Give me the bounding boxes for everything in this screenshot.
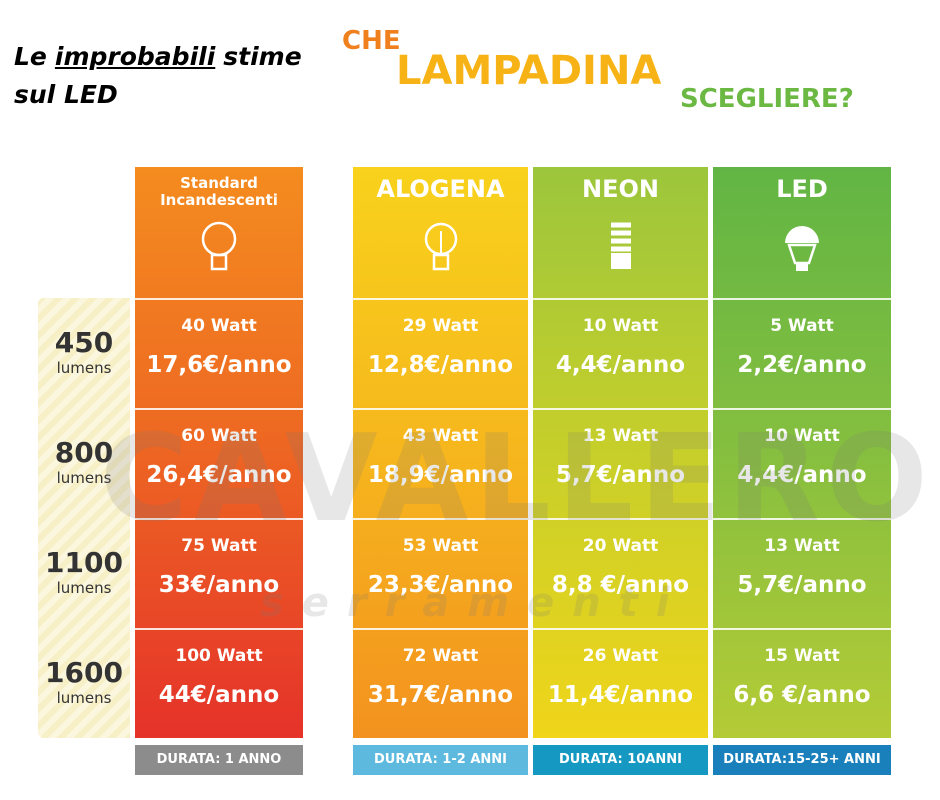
lumens-value: 450 <box>54 326 114 359</box>
annual-cost: 33€/anno <box>158 572 280 598</box>
row-label: 1600 lumens <box>38 628 130 738</box>
cell: 29 Watt 12,8€/anno <box>353 298 528 409</box>
watt: 29 Watt <box>402 316 479 336</box>
watt: 26 Watt <box>582 646 659 666</box>
row-label: 450 lumens <box>38 298 130 408</box>
watermark: serramenti <box>260 580 688 626</box>
annual-cost: 17,6€/anno <box>146 352 292 378</box>
cell: 60 Watt 26,4€/anno <box>135 408 303 519</box>
cell: 53 Watt 23,3€/anno <box>353 518 528 629</box>
annual-cost: 12,8€/anno <box>367 352 514 378</box>
annual-cost: 44€/anno <box>158 682 280 708</box>
column-header: Standard Incandescenti <box>135 167 303 297</box>
watermark: CAVALLERO <box>100 410 934 549</box>
bulb-icon <box>424 222 457 271</box>
column: Standard Incandescenti 40 Watt 17,6€/anno 6… <box>135 167 303 738</box>
column-header: LED <box>713 167 891 297</box>
column-name: ALOGENA <box>376 175 505 203</box>
cell: 40 Watt 17,6€/anno <box>135 298 303 409</box>
watt: 10 Watt <box>764 426 840 446</box>
duration: DURATA: 1 ANNO <box>135 745 303 775</box>
annual-cost: 23,3€/anno <box>367 572 514 598</box>
duration: DURATA: 10ANNI <box>533 745 708 775</box>
title-part: SCEGLIERE? <box>680 84 854 114</box>
watt: 72 Watt <box>402 646 479 666</box>
cell: 100 Watt 44€/anno <box>135 628 303 739</box>
annual-cost: 26,4€/anno <box>146 462 292 488</box>
watt: 13 Watt <box>582 426 659 446</box>
bulb-icon <box>201 221 237 271</box>
watt: 75 Watt <box>181 536 257 556</box>
row-label: 800 lumens <box>38 408 130 518</box>
watt: 60 Watt <box>181 426 257 446</box>
watt: 53 Watt <box>402 536 479 556</box>
duration: DURATA: 1-2 ANNI <box>353 745 528 775</box>
lumens-value: 1600 <box>45 656 123 689</box>
cell: 15 Watt 6,6 €/anno <box>713 628 891 739</box>
watt: 10 Watt <box>582 316 659 336</box>
cell: 20 Watt 8,8 €/anno <box>533 518 708 629</box>
annual-cost: 4,4€/anno <box>555 352 686 378</box>
note: Le improbabili stime sul LED <box>14 38 302 114</box>
column-name: LED <box>776 175 828 203</box>
column-header: NEON <box>533 167 708 297</box>
watt: 100 Watt <box>175 646 263 666</box>
cell: 72 Watt 31,7€/anno <box>353 628 528 739</box>
annual-cost: 5,7€/anno <box>737 572 867 598</box>
annual-cost: 2,2€/anno <box>737 352 867 378</box>
cell: 13 Watt 5,7€/anno <box>533 408 708 519</box>
column-name: NEON <box>582 175 659 203</box>
cell: 13 Watt 5,7€/anno <box>713 518 891 629</box>
lumens-unit: lumens <box>56 579 112 597</box>
row-label-strip <box>38 298 130 738</box>
cell: 5 Watt 2,2€/anno <box>713 298 891 409</box>
watt: 40 Watt <box>181 316 257 336</box>
cell: 10 Watt 4,4€/anno <box>533 298 708 409</box>
annual-cost: 11,4€/anno <box>547 682 694 708</box>
watt: 13 Watt <box>764 536 840 556</box>
cell: 75 Watt 33€/anno <box>135 518 303 629</box>
column-name: Standard Incandescenti <box>160 174 278 209</box>
lumens-unit: lumens <box>56 689 112 707</box>
annual-cost: 18,9€/anno <box>367 462 514 488</box>
note-text: Le <box>14 42 47 71</box>
annual-cost: 5,7€/anno <box>555 462 686 488</box>
title-part: CHE <box>342 26 401 56</box>
row-label: 1100 lumens <box>38 518 130 628</box>
note-text: stime sul LED <box>14 42 302 109</box>
column: LED 5 Watt 2,2€/anno 10 Watt 4,4€/anno 13 Wat… <box>713 167 891 738</box>
cell: 26 Watt 11,4€/anno <box>533 628 708 739</box>
column: ALOGENA 29 Watt 12,8€/anno 43 Watt 18,9€/ann… <box>353 167 528 738</box>
annual-cost: 8,8 €/anno <box>551 572 690 598</box>
column-header: ALOGENA <box>353 167 528 297</box>
lumens-unit: lumens <box>56 469 112 487</box>
watt: 5 Watt <box>770 316 834 336</box>
lumens-value: 800 <box>54 436 114 469</box>
annual-cost: 31,7€/anno <box>367 682 514 708</box>
lumens-value: 1100 <box>45 546 123 579</box>
watt: 43 Watt <box>402 426 479 446</box>
watt: 20 Watt <box>582 536 659 556</box>
bulb-icon <box>610 222 631 269</box>
lumens-unit: lumens <box>56 359 112 377</box>
duration: DURATA:15-25+ ANNI <box>713 745 891 775</box>
bulb-icon <box>785 226 819 271</box>
column: NEON 10 Watt 4,4€/anno 13 Watt 5,7€/anno 20 W… <box>533 167 708 738</box>
title-part: LAMPADINA <box>396 48 662 94</box>
watt: 15 Watt <box>764 646 840 666</box>
annual-cost: 4,4€/anno <box>737 462 867 488</box>
cell: 43 Watt 18,9€/anno <box>353 408 528 519</box>
cell: 10 Watt 4,4€/anno <box>713 408 891 519</box>
note-text: improbabili <box>54 42 216 71</box>
annual-cost: 6,6 €/anno <box>733 682 871 708</box>
